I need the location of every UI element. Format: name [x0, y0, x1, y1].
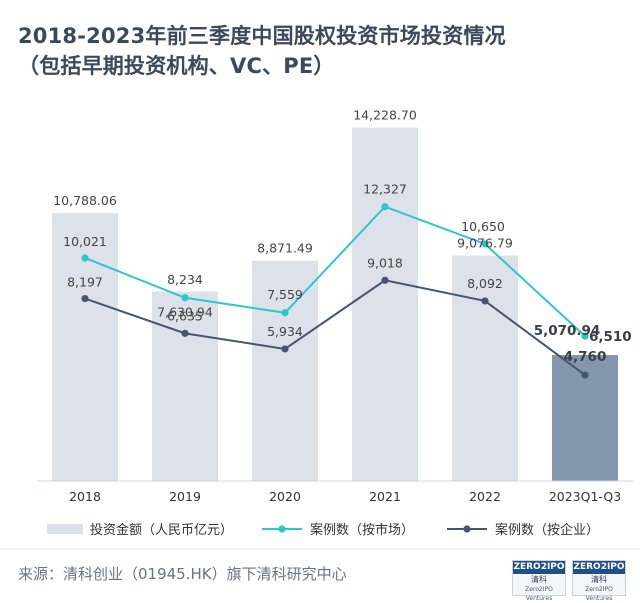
market-value-label: 10,021	[63, 234, 107, 249]
source-note: 来源：清科创业（01945.HK）旗下清科研究中心	[18, 565, 347, 583]
market-series-point	[181, 294, 189, 302]
bar-value-label: 14,228.70	[353, 108, 417, 123]
enterprise-series-point	[581, 371, 589, 379]
enterprise-series-point	[381, 276, 389, 284]
chart-subtitle: （包括早期投资机构、VC、PE）	[18, 54, 335, 78]
bar-value-label: 10,788.06	[53, 193, 117, 208]
bar-value-label: 8,871.49	[257, 241, 313, 256]
enterprise-series-point	[181, 329, 189, 337]
legend-market-dot	[278, 525, 286, 533]
bar	[352, 127, 418, 481]
x-tick-label: 2022	[469, 489, 501, 504]
enterprise-value-label: 4,760	[564, 349, 607, 365]
enterprise-series-point	[481, 297, 489, 305]
enterprise-series-point	[81, 294, 89, 303]
bar-value-label: 5,070.94	[534, 323, 601, 339]
logo-group: ZERO2IPO 清科 Zero2IPO Ventures ZERO2IPO 清…	[512, 560, 630, 602]
enterprise-value-label: 9,018	[367, 255, 403, 270]
zero2ipo-logo: ZERO2IPO 清科 Zero2IPO Ventures	[512, 560, 566, 602]
market-series-point	[81, 254, 89, 262]
market-value-label: 10,650	[461, 219, 505, 234]
chart-title: 2018-2023年前三季度中国股权投资市场投资情况	[18, 24, 506, 48]
enterprise-series-line	[84, 279, 586, 376]
bar	[452, 255, 518, 481]
bar-value-label: 9,076.79	[457, 236, 513, 251]
x-tick-label: 2021	[369, 489, 401, 504]
market-series-point	[581, 332, 589, 340]
enterprise-value-label: 8,197	[67, 275, 103, 290]
bar	[52, 213, 118, 481]
market-value-label: 6,510	[589, 329, 632, 345]
legend-bar-swatch	[47, 524, 83, 534]
x-tick-label: 2018	[69, 489, 101, 504]
market-value-label: 7,559	[267, 287, 303, 302]
enterprise-value-label: 8,092	[467, 276, 503, 291]
market-series-point	[481, 240, 489, 248]
legend-label: 案例数（按市场）	[310, 522, 414, 538]
market-series-point	[281, 309, 289, 317]
market-series-point	[381, 203, 389, 211]
bar	[252, 260, 318, 481]
zero2ipo-logo-secondary: ZERO2IPO 清科 Zero2IPO Ventures	[572, 560, 626, 602]
x-tick-label: 2020	[269, 489, 301, 504]
legend-label: 投资金额（人民币亿元）	[90, 522, 233, 538]
x-tick-label: 2019	[169, 489, 201, 504]
legend-label: 案例数（按企业）	[495, 522, 599, 538]
enterprise-value-label: 6,635	[167, 308, 203, 323]
bar-value-label: 7,630.94	[157, 304, 213, 319]
enterprise-value-label: 5,934	[267, 324, 303, 339]
legend-enterprise-dot	[463, 525, 471, 533]
market-value-label: 12,327	[363, 182, 407, 197]
x-tick-label: 2023Q1-Q3	[549, 489, 621, 504]
market-value-label: 8,234	[167, 272, 203, 287]
market-series-line	[84, 205, 586, 337]
enterprise-series-point	[281, 345, 289, 353]
bar	[152, 291, 218, 481]
